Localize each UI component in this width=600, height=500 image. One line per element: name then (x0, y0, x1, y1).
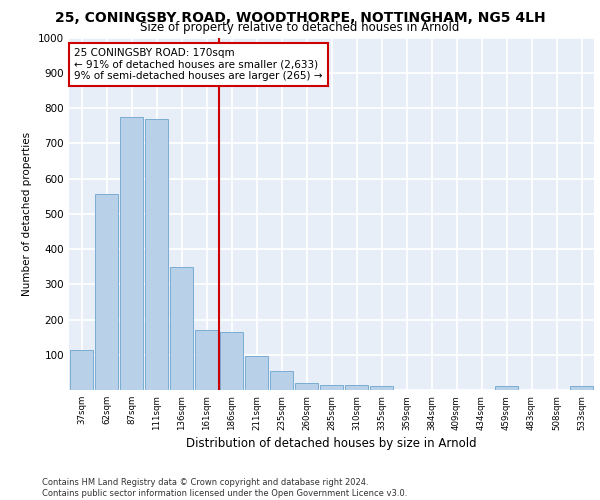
Y-axis label: Number of detached properties: Number of detached properties (22, 132, 32, 296)
Bar (269, 371, 293, 390)
Bar (295, 383, 319, 390)
Bar (95, 194, 118, 390)
Bar (569, 386, 593, 390)
Bar (344, 386, 368, 390)
Bar (70, 350, 94, 390)
Text: Size of property relative to detached houses in Arnold: Size of property relative to detached ho… (140, 21, 460, 34)
Bar (145, 118, 169, 390)
Bar (220, 332, 244, 390)
Text: Contains HM Land Registry data © Crown copyright and database right 2024.
Contai: Contains HM Land Registry data © Crown c… (42, 478, 407, 498)
Bar (320, 384, 343, 390)
X-axis label: Distribution of detached houses by size in Arnold: Distribution of detached houses by size … (186, 436, 477, 450)
Text: 25, CONINGSBY ROAD, WOODTHORPE, NOTTINGHAM, NG5 4LH: 25, CONINGSBY ROAD, WOODTHORPE, NOTTINGH… (55, 11, 545, 25)
Bar (170, 268, 193, 390)
Bar (194, 330, 218, 390)
Bar (245, 356, 268, 390)
Text: 25 CONINGSBY ROAD: 170sqm
← 91% of detached houses are smaller (2,633)
9% of sem: 25 CONINGSBY ROAD: 170sqm ← 91% of detac… (74, 48, 323, 82)
Bar (119, 117, 143, 390)
Bar (494, 386, 518, 390)
Bar (370, 386, 394, 390)
